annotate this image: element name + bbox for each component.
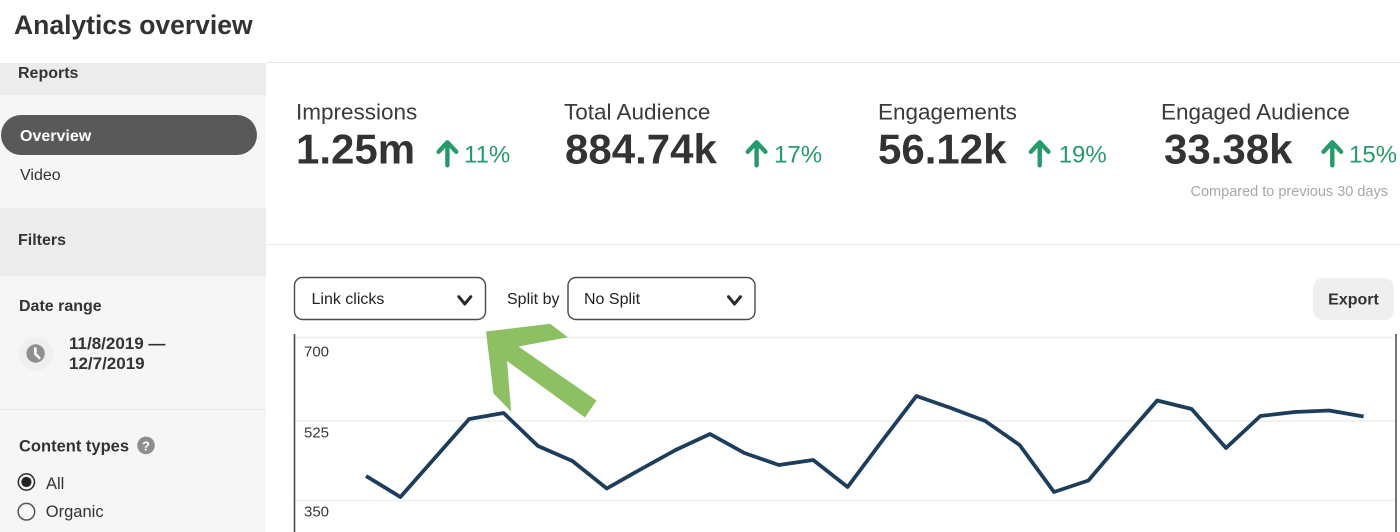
svg-text:15%: 15% <box>1349 142 1397 169</box>
svg-text:All: All <box>46 475 64 493</box>
svg-text:Reports: Reports <box>18 65 79 82</box>
svg-text:33.38k: 33.38k <box>1164 126 1293 173</box>
svg-text:1.25m: 1.25m <box>296 126 415 173</box>
svg-text:?: ? <box>142 438 150 453</box>
svg-text:700: 700 <box>304 344 329 361</box>
svg-text:Date range: Date range <box>19 298 102 315</box>
svg-text:Split by: Split by <box>507 291 559 308</box>
svg-text:19%: 19% <box>1059 142 1107 169</box>
svg-text:Impressions: Impressions <box>296 100 417 125</box>
svg-text:17%: 17% <box>774 142 822 169</box>
svg-text:Analytics overview: Analytics overview <box>14 10 253 40</box>
svg-text:Filters: Filters <box>18 232 66 249</box>
svg-text:No Split: No Split <box>584 291 641 308</box>
svg-text:884.74k: 884.74k <box>565 126 717 173</box>
svg-text:Engaged Audience: Engaged Audience <box>1161 100 1350 125</box>
svg-text:Video: Video <box>20 167 61 184</box>
svg-text:350: 350 <box>304 504 329 521</box>
svg-text:12/7/2019: 12/7/2019 <box>69 354 145 373</box>
svg-text:11%: 11% <box>464 142 510 169</box>
svg-text:525: 525 <box>304 425 329 442</box>
svg-text:11/8/2019 —: 11/8/2019 — <box>69 334 165 353</box>
svg-text:Overview: Overview <box>20 128 92 145</box>
svg-text:Total Audience: Total Audience <box>564 100 710 125</box>
svg-text:56.12k: 56.12k <box>878 126 1007 173</box>
svg-text:Compared to previous 30 days: Compared to previous 30 days <box>1191 184 1388 200</box>
svg-text:Engagements: Engagements <box>878 100 1017 125</box>
svg-text:Export: Export <box>1328 292 1379 309</box>
svg-text:Link clicks: Link clicks <box>312 291 385 308</box>
svg-text:Content types: Content types <box>19 438 129 456</box>
svg-text:Organic: Organic <box>46 503 104 521</box>
